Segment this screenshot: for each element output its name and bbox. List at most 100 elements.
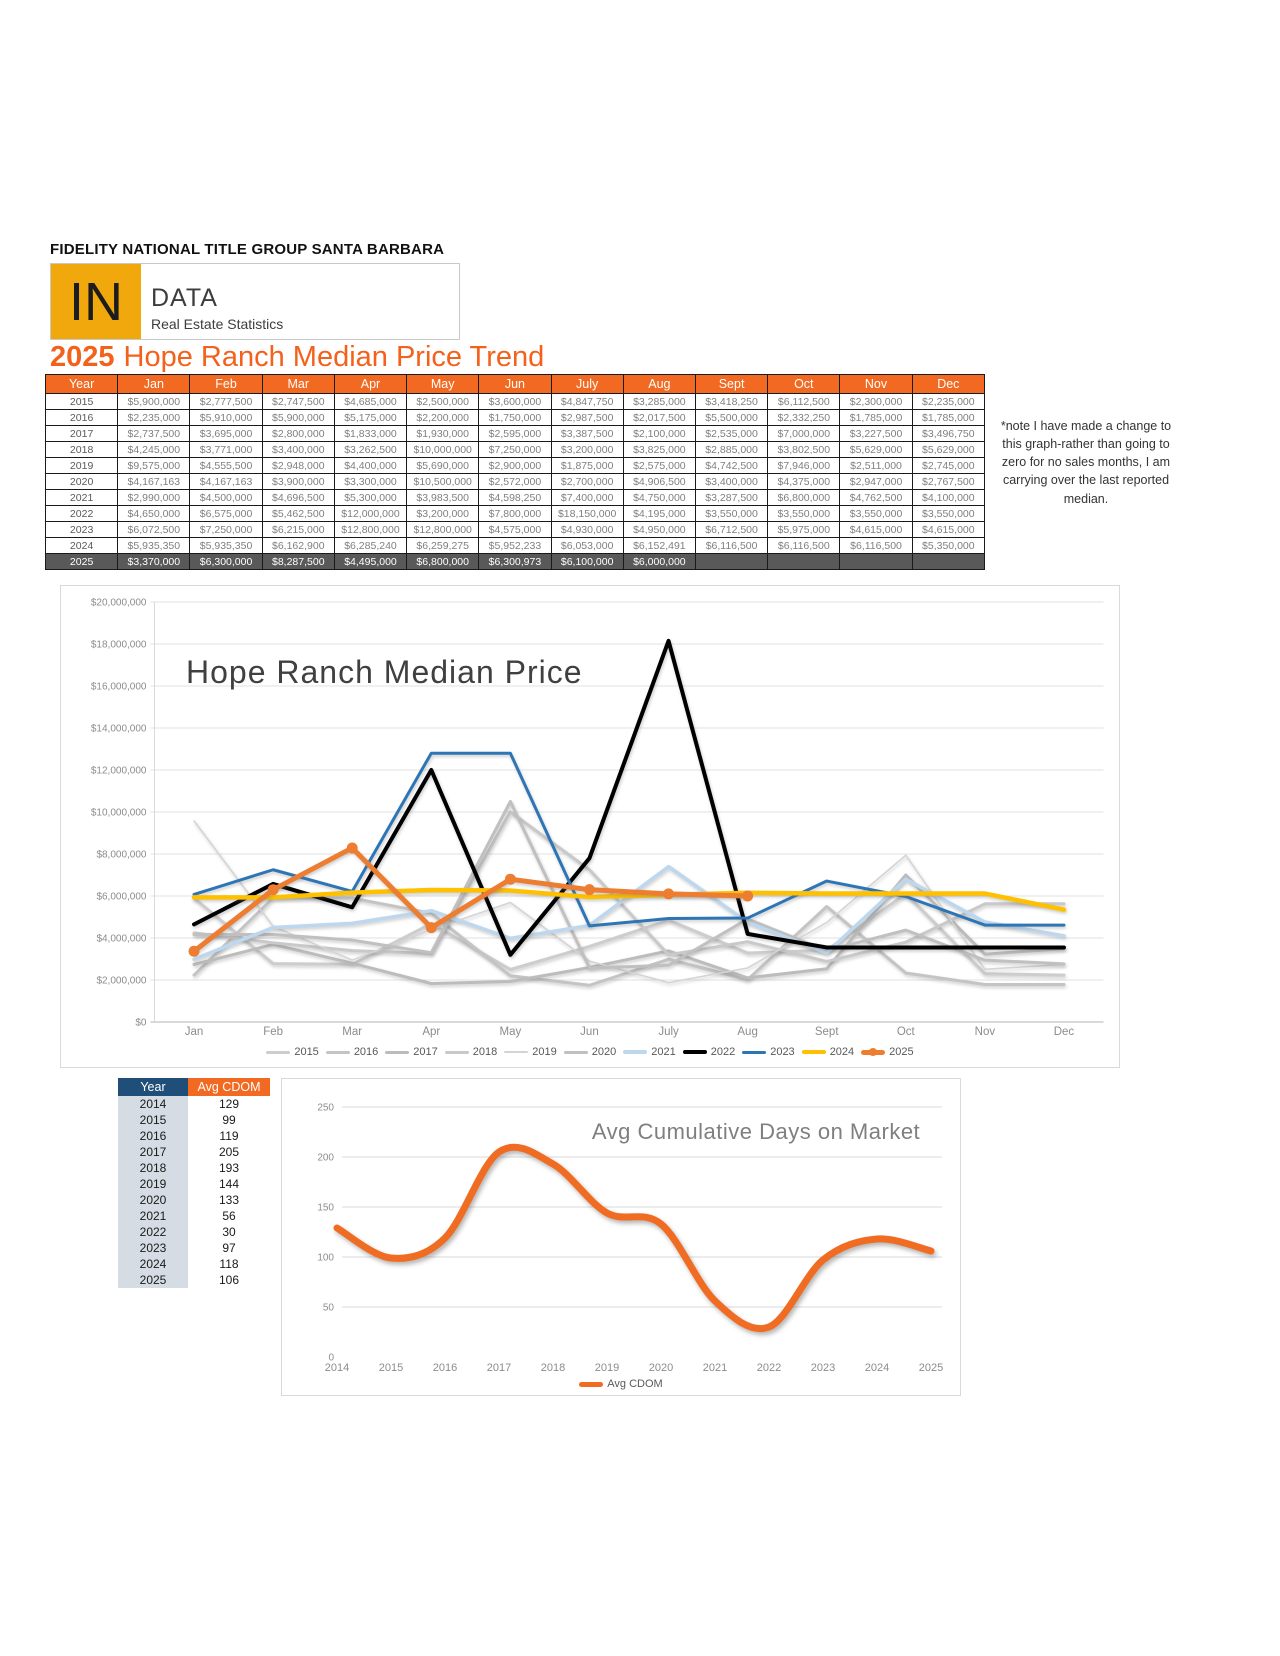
cdom-cell: 193 [218,1161,240,1175]
svg-text:Feb: Feb [263,1026,283,1038]
price-cell: $3,550,000 [767,505,841,522]
price-cell: $4,950,000 [622,521,696,538]
logo-text: DATA Real Estate Statistics [141,264,283,339]
table-row: 2015 $5,900,000 $2,777,500 $2,747,500 $4,685… [44,393,986,410]
year-cell: 2024 [44,537,119,554]
price-cell: $4,615,000 [911,521,986,538]
table-row: 2025 $3,370,000 $6,300,000 $8,287,500 $4,495… [44,553,986,570]
price-cell: $2,200,000 [406,409,480,426]
price-cell: $6,116,500 [694,537,769,554]
price-cell: $3,200,000 [550,441,624,458]
legend-swatch [682,1050,707,1054]
price-cell: $6,215,000 [261,521,335,538]
table-row: 2022 $4,650,000 $6,575,000 $5,462,500 $12,00… [44,505,986,522]
svg-text:$16,000,000: $16,000,000 [91,682,147,693]
year-cell: 2015 [118,1112,188,1128]
logo-mark: IN [51,264,141,339]
price-cell: $10,500,000 [406,473,480,490]
cdom-cell: 205 [218,1145,240,1159]
price-cell: $1,785,000 [839,409,913,426]
cdom-cell: 56 [222,1209,236,1223]
column-header: Jun [478,374,552,394]
price-cell: $5,629,000 [911,441,986,458]
price-cell: $2,947,000 [839,473,913,490]
year-cell: 2015 [44,393,119,410]
price-cell: $2,777,500 [189,393,263,410]
legend-label: 2017 [413,1046,438,1058]
year-cell: 2021 [44,489,119,506]
svg-text:250: 250 [317,1103,334,1114]
table-row: 2014 129 [118,1096,270,1112]
price-cell: $2,700,000 [550,473,624,490]
svg-text:2016: 2016 [433,1362,457,1373]
price-cell: $3,695,000 [189,425,263,442]
table-row: 2021 $2,990,000 $4,500,000 $4,696,500 $5,300… [44,489,986,506]
year-cell: 2022 [44,505,119,522]
table-row: 2020 133 [118,1192,270,1208]
legend-item: 2019 [504,1046,557,1058]
price-cell: $4,847,750 [550,393,624,410]
year-cell: 2016 [44,409,119,426]
legend-label: Avg CDOM [607,1378,663,1390]
price-cell: $2,885,000 [694,441,769,458]
column-header: Nov [839,374,913,394]
svg-text:Oct: Oct [897,1026,916,1038]
price-cell: $7,946,000 [767,457,841,474]
price-cell: $6,072,500 [117,521,191,538]
cdom-cell: 118 [219,1257,239,1271]
svg-text:2024: 2024 [865,1362,889,1373]
cdom-table-header: Year Avg CDOM [118,1078,270,1096]
company-header: FIDELITY NATIONAL TITLE GROUP SANTA BARB… [50,241,445,258]
svg-text:$8,000,000: $8,000,000 [96,850,146,861]
legend-item: 2017 [385,1046,438,1058]
table-row: 2017 $2,737,500 $3,695,000 $2,800,000 $1,833… [44,425,986,442]
price-cell: $4,195,000 [622,505,696,522]
legend-swatch [742,1050,767,1054]
price-cell: $7,800,000 [478,505,552,522]
price-cell: $7,000,000 [767,425,841,442]
table-row: 2023 $6,072,500 $7,250,000 $6,215,000 $12,80… [44,521,986,538]
svg-text:2019: 2019 [595,1362,619,1373]
table-row: 2018 $4,245,000 $3,771,000 $3,400,000 $3,262… [44,441,986,458]
year-cell: 2022 [118,1224,188,1240]
price-cell: $7,400,000 [550,489,624,506]
price-cell: $4,930,000 [550,521,624,538]
price-cell: $3,418,250 [694,393,769,410]
legend-item: 2024 [801,1046,854,1058]
price-cell: $2,800,000 [261,425,335,442]
column-header: Apr [333,374,408,394]
legend-label: 2020 [591,1046,617,1058]
price-cell: $8,287,500 [261,553,335,570]
column-header: Feb [189,374,263,394]
price-cell: $2,767,500 [911,473,986,490]
price-cell: $6,162,900 [261,537,335,554]
price-cell: $4,742,500 [694,457,769,474]
price-cell: $4,696,500 [261,489,335,506]
median-price-legend: 2015 2016 2017 2018 2019 2020 2021 2022 2023 2024… [61,1046,1119,1058]
price-cell: $2,572,000 [478,473,552,490]
price-cell: $3,387,500 [550,425,624,442]
svg-text:$18,000,000: $18,000,000 [91,640,147,651]
column-header: Year [44,374,119,394]
legend-swatch [325,1050,350,1054]
price-cell: $6,800,000 [406,553,480,570]
series-line-avg-cdom [333,1143,935,1332]
cdom-cell: 30 [222,1225,236,1239]
graph-note: *note I have made a change to this graph… [1000,419,1172,506]
price-cell: $1,750,000 [478,409,552,426]
legend-label: 2018 [472,1046,498,1058]
svg-text:2025: 2025 [919,1362,943,1373]
price-cell: $4,500,000 [189,489,263,506]
price-cell: $3,983,500 [406,489,480,506]
cdom-cell: 119 [219,1129,239,1143]
price-cell: $5,952,233 [478,537,552,554]
table-row: 2021 56 [118,1208,270,1224]
column-header: Aug [622,374,696,394]
price-cell: $4,762,500 [839,489,913,506]
price-table-header: Year Jan Feb Mar Apr May Jun July Aug Sept Oct Nov D… [44,374,986,394]
price-cell [839,553,913,570]
legend-swatch [579,1381,604,1387]
svg-text:Nov: Nov [975,1026,996,1038]
price-cell [767,553,841,570]
svg-text:$12,000,000: $12,000,000 [91,766,147,777]
